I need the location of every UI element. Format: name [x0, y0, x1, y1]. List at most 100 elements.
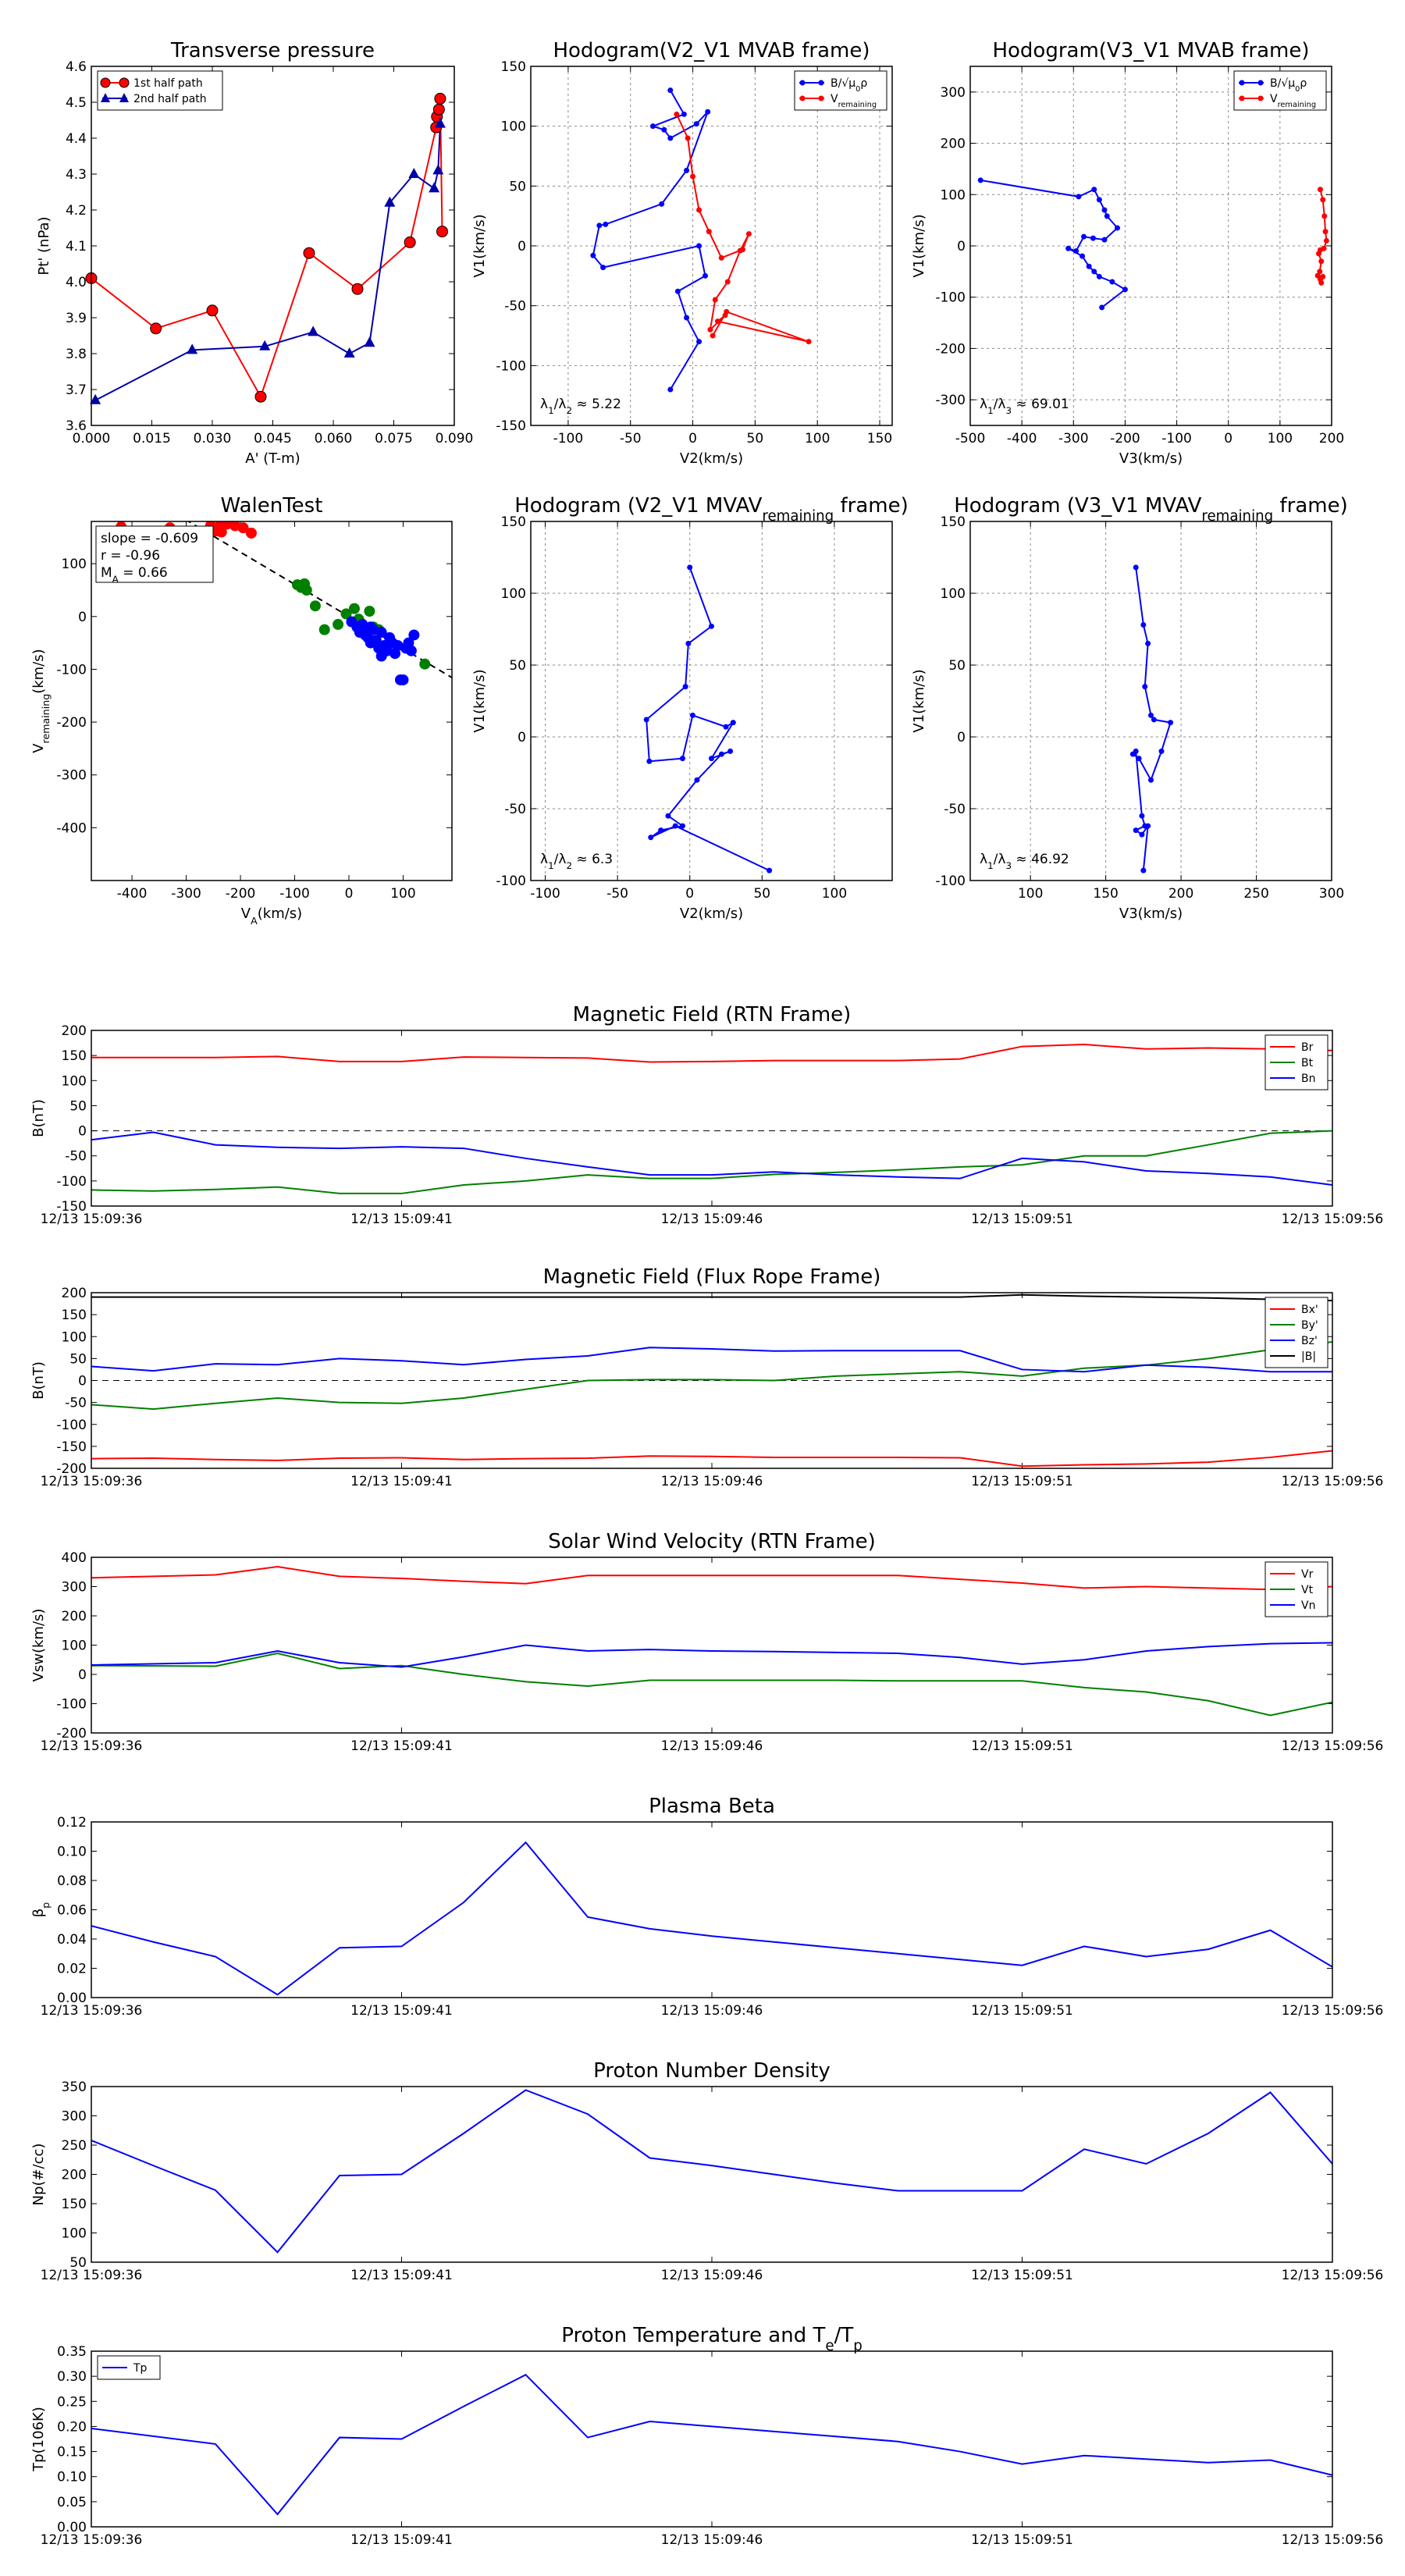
data-point: [696, 243, 702, 249]
data-point: [806, 339, 812, 345]
y-tick-label: 3.6: [66, 418, 87, 434]
y-tick-label: 100: [62, 1073, 87, 1089]
y-tick-label: 0.12: [57, 1815, 87, 1831]
y-tick-label: 0: [518, 730, 526, 745]
data-point: [254, 390, 267, 403]
legend-label: Bz': [1301, 1335, 1318, 1347]
y-tick-label: -50: [504, 802, 526, 817]
chart-title: Hodogram (V3_V1 MVAVremaining frame): [954, 494, 1347, 525]
plot-border: [91, 521, 453, 881]
x-tick-label: -100: [1161, 431, 1192, 447]
data-point: [646, 758, 653, 764]
chart-title: Proton Temperature and Te/Tp: [561, 2324, 863, 2354]
legend-marker: [1239, 95, 1245, 101]
data-point: [682, 684, 688, 690]
data-point: [1091, 187, 1097, 193]
x-tick-label: 12/13 15:09:36: [41, 2268, 143, 2283]
legend-label-part: B/√μ: [1270, 77, 1295, 90]
legend-label: Vremaining: [1270, 93, 1316, 109]
y-tick-label: 100: [62, 2226, 87, 2242]
y-tick-label: 0: [957, 730, 966, 745]
legend-label-part: Br: [1301, 1041, 1314, 1054]
chart-solar_wind_velocity: -200 -100 0 100 200 300 400 12/13 15:09:36 12/13…: [30, 1530, 1383, 1754]
data-point: [1133, 564, 1139, 571]
data-point: [718, 254, 724, 261]
data-point: [665, 813, 671, 819]
stats-ma-part: = 0.66: [119, 565, 168, 581]
y-tick-label: -200: [56, 1461, 87, 1477]
x-tick-label: -50: [620, 431, 642, 447]
data-point: [707, 326, 713, 333]
plot-border: [530, 66, 893, 426]
legend-label: Br: [1301, 1041, 1314, 1054]
data-point: [301, 584, 312, 596]
x-tick-label: 100: [1018, 886, 1043, 902]
legend-label-part: remaining: [838, 101, 877, 109]
eigenvalue-ratio-part: 3: [1005, 860, 1012, 871]
y-tick-label: -100: [56, 662, 87, 678]
y-axis-label-part: Tp(10: [30, 2430, 47, 2471]
x-axis-label: VA(km/s): [241, 906, 302, 927]
y-axis-label-part: B(nT): [30, 1361, 47, 1400]
y-tick-label: 0.08: [57, 1873, 87, 1889]
y-tick-label: 100: [62, 1329, 87, 1345]
data-point: [648, 834, 654, 841]
legend-label: By': [1301, 1319, 1318, 1332]
x-tick-label: -100: [530, 886, 560, 902]
plot-border: [91, 1821, 1333, 1998]
plot-border: [91, 2086, 1333, 2263]
legend-label-part: Bz': [1301, 1335, 1318, 1347]
data-point: [187, 343, 198, 354]
legend-box: [794, 70, 887, 111]
x-tick-label: 12/13 15:09:36: [41, 1738, 143, 1754]
legend-label: 2nd half path: [133, 93, 207, 105]
chart-hodogram_v2v1_mvab: -150 -100 -50 0 50 100 150 -100 -50 0 50 100 150 Hodo…: [471, 39, 893, 467]
y-tick-label: -100: [496, 358, 526, 374]
data-point: [674, 288, 681, 294]
legend-marker: [818, 80, 824, 86]
series-line: [91, 1043, 1332, 1063]
data-point: [1136, 756, 1142, 762]
y-tick-label: 200: [62, 1023, 87, 1039]
data-point: [643, 717, 649, 723]
x-tick-label: 12/13 15:09:36: [41, 1212, 143, 1227]
chart-title: Solar Wind Velocity (RTN Frame): [548, 1530, 875, 1553]
data-point: [375, 650, 387, 662]
legend-label-part: Tp: [133, 2362, 148, 2375]
chart-title-part: remaining: [762, 508, 834, 525]
x-tick-label: 12/13 15:09:41: [350, 2532, 453, 2548]
plot-border: [91, 1030, 1333, 1207]
y-axis-label-part: (km/s): [30, 649, 47, 693]
series-line: [592, 90, 709, 390]
x-tick-label: 100: [1268, 431, 1293, 447]
y-tick-label: 200: [62, 1609, 87, 1624]
eigenvalue-ratio-part: /λ: [554, 852, 567, 867]
series-line: [91, 1841, 1332, 1996]
x-tick-label: 50: [753, 886, 770, 902]
data-point: [1158, 748, 1165, 754]
series-line: [1316, 189, 1328, 286]
data-point: [1096, 273, 1102, 279]
legend-label: Vr: [1301, 1568, 1314, 1581]
data-point: [1086, 263, 1092, 269]
y-tick-label: 50: [509, 658, 526, 674]
y-tick-label: 0.10: [57, 2470, 87, 2485]
y-tick-label: 0.25: [57, 2394, 87, 2410]
legend-label-part: ρ: [860, 77, 867, 90]
y-tick-label: -100: [56, 1418, 87, 1433]
data-point: [206, 304, 219, 317]
y-tick-label: -150: [496, 418, 526, 434]
x-tick-label: 300: [1319, 886, 1344, 902]
chart-title: Proton Number Density: [593, 2059, 831, 2083]
data-point: [1096, 197, 1102, 203]
y-tick-label: -100: [935, 873, 966, 889]
data-point: [375, 627, 387, 639]
y-tick-label: -400: [56, 820, 87, 836]
y-tick-label: -150: [56, 1439, 87, 1455]
y-tick-label: 0.00: [57, 2520, 87, 2535]
data-point: [679, 756, 685, 762]
x-tick-label: 0.090: [436, 431, 474, 447]
eigenvalue-ratio-part: ≈ 69.01: [1012, 397, 1069, 412]
eigenvalue-ratio-part: 1: [987, 405, 994, 416]
eigenvalue-ratio: λ1/λ3 ≈ 69.01: [980, 397, 1069, 416]
